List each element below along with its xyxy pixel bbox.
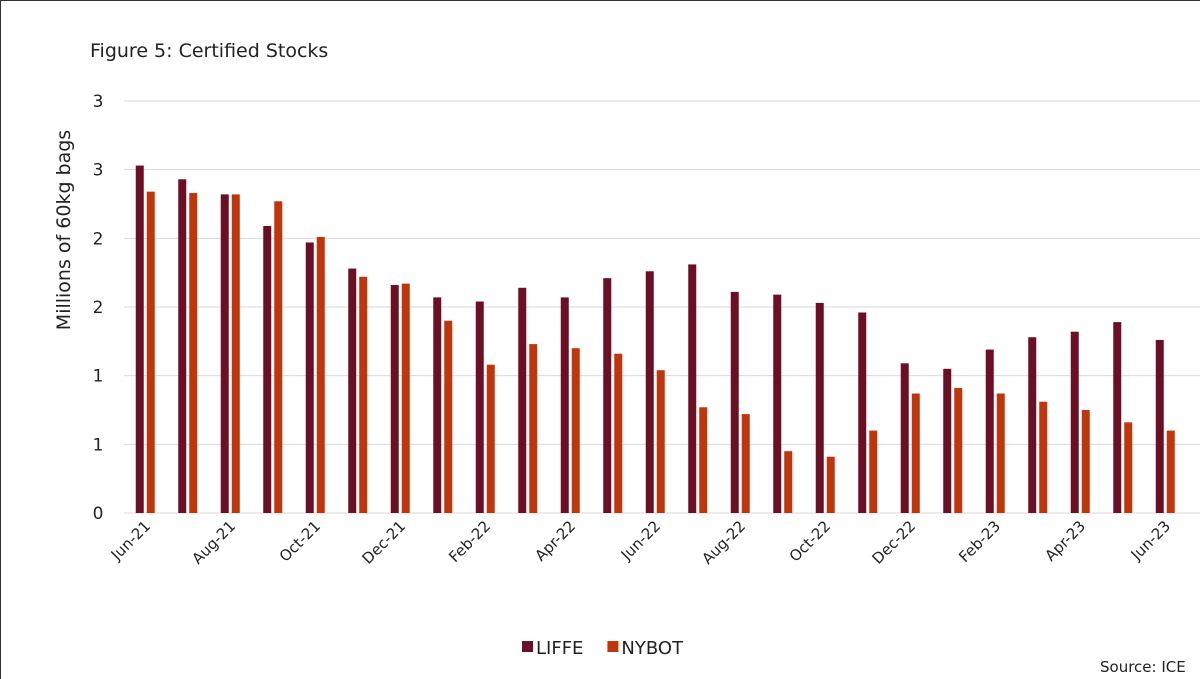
bar xyxy=(316,236,325,513)
chart-title: Figure 5: Certified Stocks xyxy=(90,40,328,62)
x-tick-label: Jun-21 xyxy=(107,517,154,564)
x-tick-label: Aug-21 xyxy=(188,517,239,568)
bar xyxy=(263,225,272,513)
bar xyxy=(571,348,580,513)
bar xyxy=(1081,410,1090,513)
source: Source: ICE xyxy=(1100,658,1186,676)
bar xyxy=(985,349,994,513)
y-tick-label: 1 xyxy=(93,435,104,455)
x-tick-label: Feb-23 xyxy=(955,517,1004,566)
bar xyxy=(1070,331,1079,513)
bar xyxy=(730,291,739,513)
bar xyxy=(1155,339,1164,513)
y-tick-label: 3 xyxy=(93,92,104,112)
y-tick-label: 2 xyxy=(93,298,104,318)
bar xyxy=(178,179,187,513)
y-axis-label: Millions of 60kg bags xyxy=(53,130,75,330)
x-tick-label: Apr-22 xyxy=(531,517,579,565)
bar xyxy=(996,393,1005,513)
bar xyxy=(146,191,155,513)
x-tick-label: Oct-22 xyxy=(786,517,834,565)
x-tick-label: Feb-22 xyxy=(445,517,494,566)
bar xyxy=(220,194,229,514)
bar xyxy=(773,294,782,513)
y-tick-label: 3 xyxy=(93,161,104,181)
bar xyxy=(305,242,314,513)
bar xyxy=(444,320,453,513)
bar xyxy=(656,370,665,513)
legend-label: LIFFE xyxy=(536,638,583,659)
x-tick-label: Oct-21 xyxy=(276,517,324,565)
bar xyxy=(614,353,623,513)
bar xyxy=(401,283,410,513)
bar xyxy=(1166,430,1175,513)
x-tick-label: Apr-23 xyxy=(1041,517,1089,565)
bar xyxy=(784,451,793,513)
y-tick-label: 2 xyxy=(93,229,104,249)
x-tick-label: Jun-22 xyxy=(617,517,664,564)
x-tick-label: Dec-21 xyxy=(358,517,409,568)
bar xyxy=(135,165,144,513)
bar xyxy=(741,414,750,513)
bar xyxy=(943,368,952,513)
bar xyxy=(348,268,357,513)
bar xyxy=(954,388,963,513)
bar xyxy=(815,302,824,513)
bar xyxy=(231,194,240,514)
bar xyxy=(359,276,368,513)
bar xyxy=(826,456,835,513)
bar xyxy=(486,364,495,513)
legend-swatch xyxy=(607,641,619,652)
y-tick-label: 1 xyxy=(93,367,104,387)
bar xyxy=(189,193,198,513)
y-tick-label: 0 xyxy=(93,504,104,524)
bar xyxy=(603,278,612,513)
bar xyxy=(1039,401,1048,513)
bar xyxy=(1028,337,1037,513)
bar xyxy=(699,407,708,513)
x-tick-label: Aug-22 xyxy=(698,517,749,568)
bar xyxy=(390,285,399,513)
bar xyxy=(1113,322,1122,513)
legend-label: NYBOT xyxy=(621,638,684,659)
bar xyxy=(858,312,867,513)
bar xyxy=(1124,422,1133,513)
x-tick-label: Dec-22 xyxy=(868,517,919,568)
bar xyxy=(869,430,878,513)
bar xyxy=(911,393,920,513)
legend-swatch xyxy=(522,641,533,652)
bar xyxy=(645,271,654,513)
bar xyxy=(900,363,909,513)
x-tick-label: Jun-23 xyxy=(1127,517,1174,564)
bar xyxy=(433,297,442,513)
bar xyxy=(529,344,538,513)
bar xyxy=(475,301,484,513)
bar xyxy=(688,264,697,513)
bar xyxy=(518,287,527,513)
bar xyxy=(560,297,569,513)
bar xyxy=(274,201,283,513)
